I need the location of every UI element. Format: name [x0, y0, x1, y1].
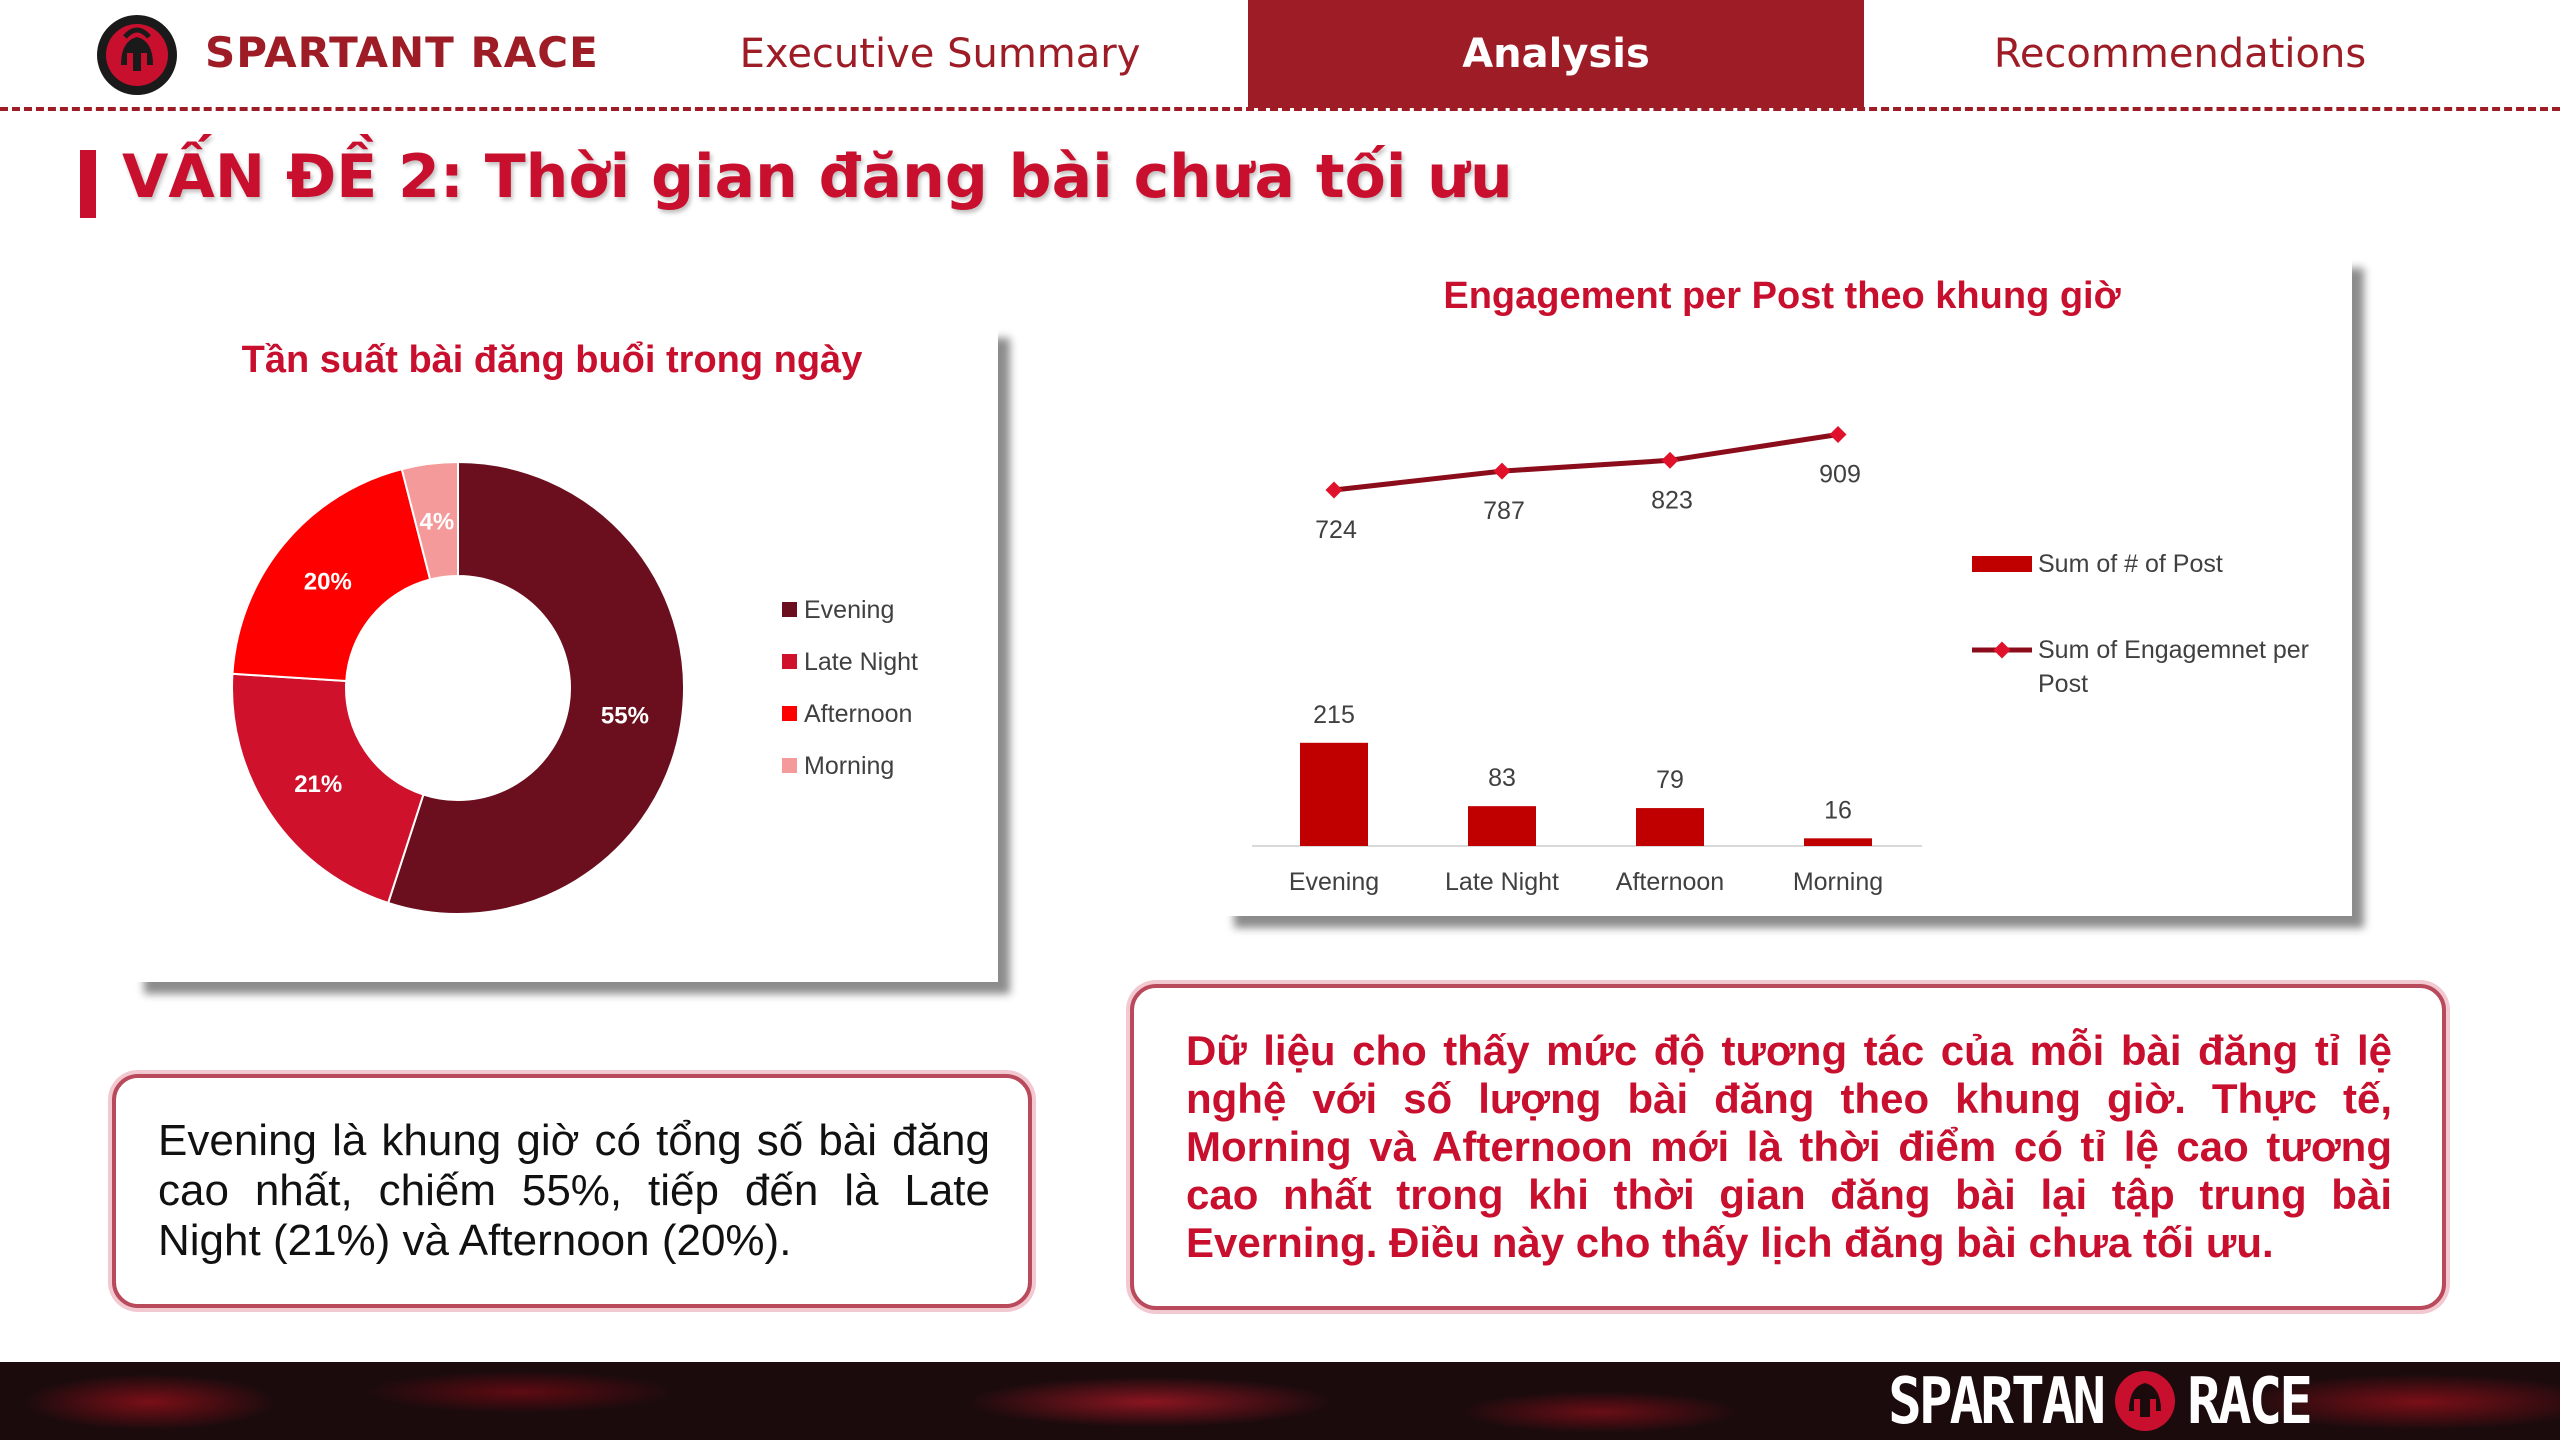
donut-slice-label: 21% — [294, 771, 342, 798]
footer-banner: SPARTAN RACE — [0, 1362, 2560, 1440]
tab-executive-summary[interactable]: Executive Summary — [700, 0, 1180, 108]
donut-slice-label: 20% — [304, 568, 352, 595]
legend-label: Afternoon — [804, 700, 912, 728]
tab-analysis[interactable]: Analysis — [1248, 0, 1864, 108]
bar-afternoon — [1636, 808, 1704, 846]
line-point — [1829, 426, 1847, 443]
legend-line-label: Sum of Engagemnet per Post — [2038, 636, 2309, 698]
legend-line-marker — [1993, 641, 2011, 659]
bar-value-label: 215 — [1313, 701, 1355, 729]
category-label: Morning — [1793, 868, 1883, 896]
line-point — [1661, 451, 1679, 469]
footer-logo-left: SPARTAN — [1888, 1363, 2106, 1439]
legend-swatch — [782, 602, 797, 617]
bar-value-label: 79 — [1656, 766, 1684, 794]
legend-bar-label: Sum of # of Post — [2038, 550, 2223, 578]
category-label: Late Night — [1445, 868, 1559, 896]
engagement-chart-panel: Engagement per Post theo khung giờ 215 83… — [1222, 256, 2352, 916]
bar-morning — [1804, 838, 1872, 846]
line-value-label: 787 — [1483, 497, 1525, 525]
legend-label: Morning — [804, 752, 894, 780]
legend-label: Evening — [804, 596, 894, 624]
line-point — [1493, 462, 1511, 480]
spartan-logo-icon[interactable] — [95, 13, 179, 97]
donut-chart-title: Tần suất bài đăng buổi trong ngày — [242, 339, 863, 381]
engagement-combo-chart: Engagement per Post theo khung giờ 215 83… — [1252, 275, 2309, 896]
donut-insight-text: Evening là khung giờ có tổng số bài đăng… — [158, 1116, 990, 1265]
engagement-chart-title: Engagement per Post theo khung giờ — [1443, 275, 2121, 317]
line-point — [1325, 481, 1343, 499]
donut-chart-panel: Tần suất bài đăng buổi trong ngày 55% 21%… — [132, 326, 998, 982]
donut-slice-afternoon — [231, 467, 432, 683]
legend-swatch — [782, 654, 797, 669]
page-title: VẤN ĐỀ 2: Thời gian đăng bài chưa tối ưu — [122, 142, 1513, 212]
bar-value-label: 83 — [1488, 764, 1516, 792]
donut-slice-label: 55% — [601, 702, 649, 729]
legend-swatch — [782, 706, 797, 721]
legend-swatch — [782, 758, 797, 773]
footer-logo-right: RACE — [2187, 1363, 2313, 1439]
tab-label: Executive Summary — [739, 31, 1141, 77]
tab-recommendations[interactable]: Recommendations — [1930, 0, 2430, 108]
line-value-label: 724 — [1315, 516, 1357, 544]
legend-label: Late Night — [804, 648, 918, 676]
engagement-insight-text: Dữ liệu cho thấy mức độ tương tác của mỗ… — [1186, 1027, 2392, 1266]
header-divider — [0, 107, 2560, 111]
title-accent-bar — [80, 150, 96, 218]
bar-evening — [1300, 742, 1368, 846]
donut-slice-evening — [386, 460, 685, 915]
donut-slice-late-night — [231, 672, 425, 905]
legend-bar-swatch — [1972, 556, 2032, 572]
donut-chart: Tần suất bài đăng buổi trong ngày 55% 21%… — [231, 339, 918, 915]
donut-slice-morning — [400, 460, 459, 581]
bar-late-night — [1468, 806, 1536, 846]
engagement-line — [1333, 432, 1839, 493]
donut-slice-label: 4% — [419, 508, 454, 535]
category-label: Evening — [1289, 868, 1379, 896]
tab-label: Analysis — [1462, 31, 1650, 77]
line-value-label: 909 — [1819, 461, 1861, 489]
engagement-insight-box: Dữ liệu cho thấy mức độ tương tác của mỗ… — [1130, 984, 2446, 1310]
spartan-helmet-icon — [2115, 1371, 2176, 1431]
tab-label: Recommendations — [1993, 31, 2367, 77]
line-value-label: 823 — [1651, 486, 1693, 514]
donut-insight-box: Evening là khung giờ có tổng số bài đăng… — [112, 1074, 1032, 1308]
category-label: Afternoon — [1616, 868, 1724, 896]
bar-value-label: 16 — [1824, 796, 1852, 824]
brand-name[interactable]: SPARTANT RACE — [205, 28, 599, 77]
header: SPARTANT RACE Executive Summary Analysis… — [0, 0, 2560, 111]
footer-logo: SPARTAN RACE — [1888, 1363, 2313, 1439]
